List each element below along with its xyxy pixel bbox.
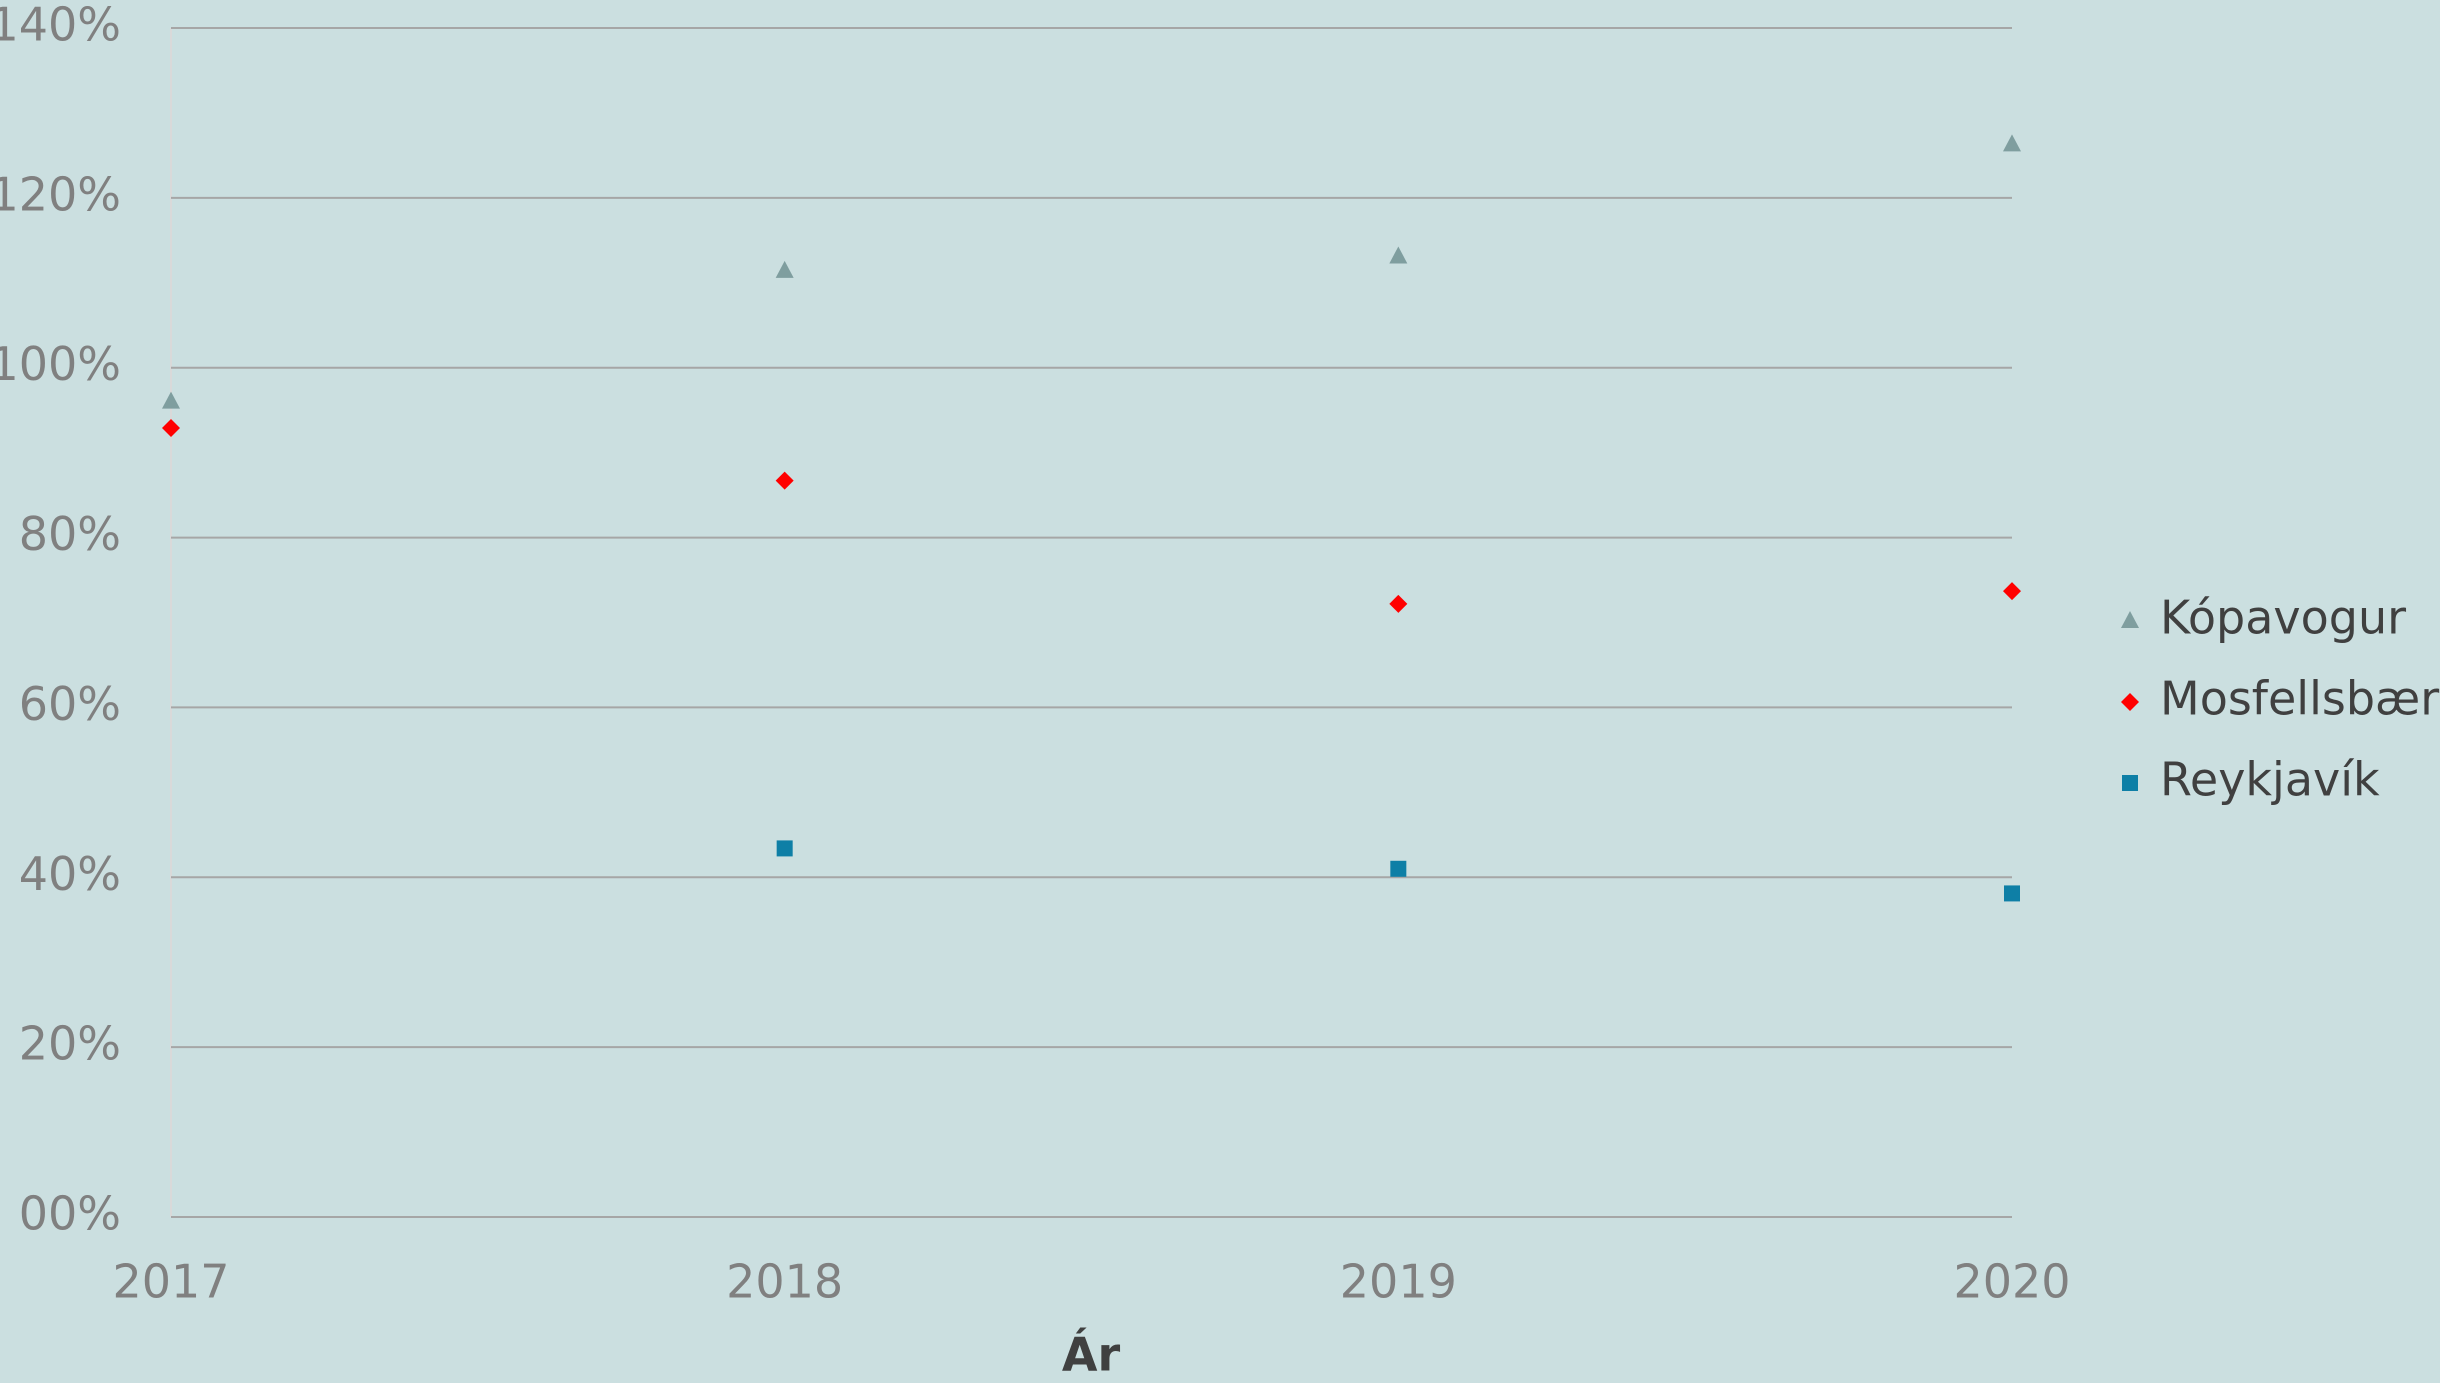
point bbox=[1389, 594, 1408, 613]
x-tick-label: 2017 bbox=[112, 1255, 229, 1309]
point bbox=[776, 840, 793, 857]
legend-label: Mosfellsbær bbox=[2160, 672, 2439, 726]
point bbox=[162, 419, 180, 438]
legend-marker bbox=[2121, 611, 2139, 628]
y-tick-label: 100% bbox=[0, 337, 121, 391]
point bbox=[1390, 860, 1407, 877]
x-tick-label: 2018 bbox=[726, 1255, 843, 1309]
point bbox=[2003, 134, 2021, 152]
point bbox=[2004, 885, 2020, 902]
legend-label: Kópavogur bbox=[2160, 591, 2406, 645]
y-tick-label: 20% bbox=[19, 1017, 121, 1071]
point bbox=[162, 391, 180, 409]
y-tick-label: 80% bbox=[19, 507, 121, 561]
point bbox=[1389, 246, 1408, 264]
x-tick-label: 2019 bbox=[1340, 1255, 1457, 1309]
y-tick-label: 140% bbox=[0, 0, 121, 52]
y-tick-label: 00% bbox=[19, 1187, 121, 1241]
y-tick-label: 60% bbox=[19, 677, 121, 731]
legend-marker bbox=[2122, 775, 2138, 791]
point bbox=[775, 260, 794, 278]
x-tick-label: 2020 bbox=[1953, 1255, 2070, 1309]
legend-marker bbox=[2121, 693, 2139, 711]
point bbox=[2003, 582, 2021, 601]
y-tick-label: 40% bbox=[19, 847, 121, 901]
y-tick-label: 120% bbox=[0, 167, 121, 221]
x-axis-label: Ár bbox=[1062, 1328, 1121, 1382]
legend-label: Reykjavík bbox=[2160, 753, 2380, 807]
point bbox=[775, 471, 794, 490]
